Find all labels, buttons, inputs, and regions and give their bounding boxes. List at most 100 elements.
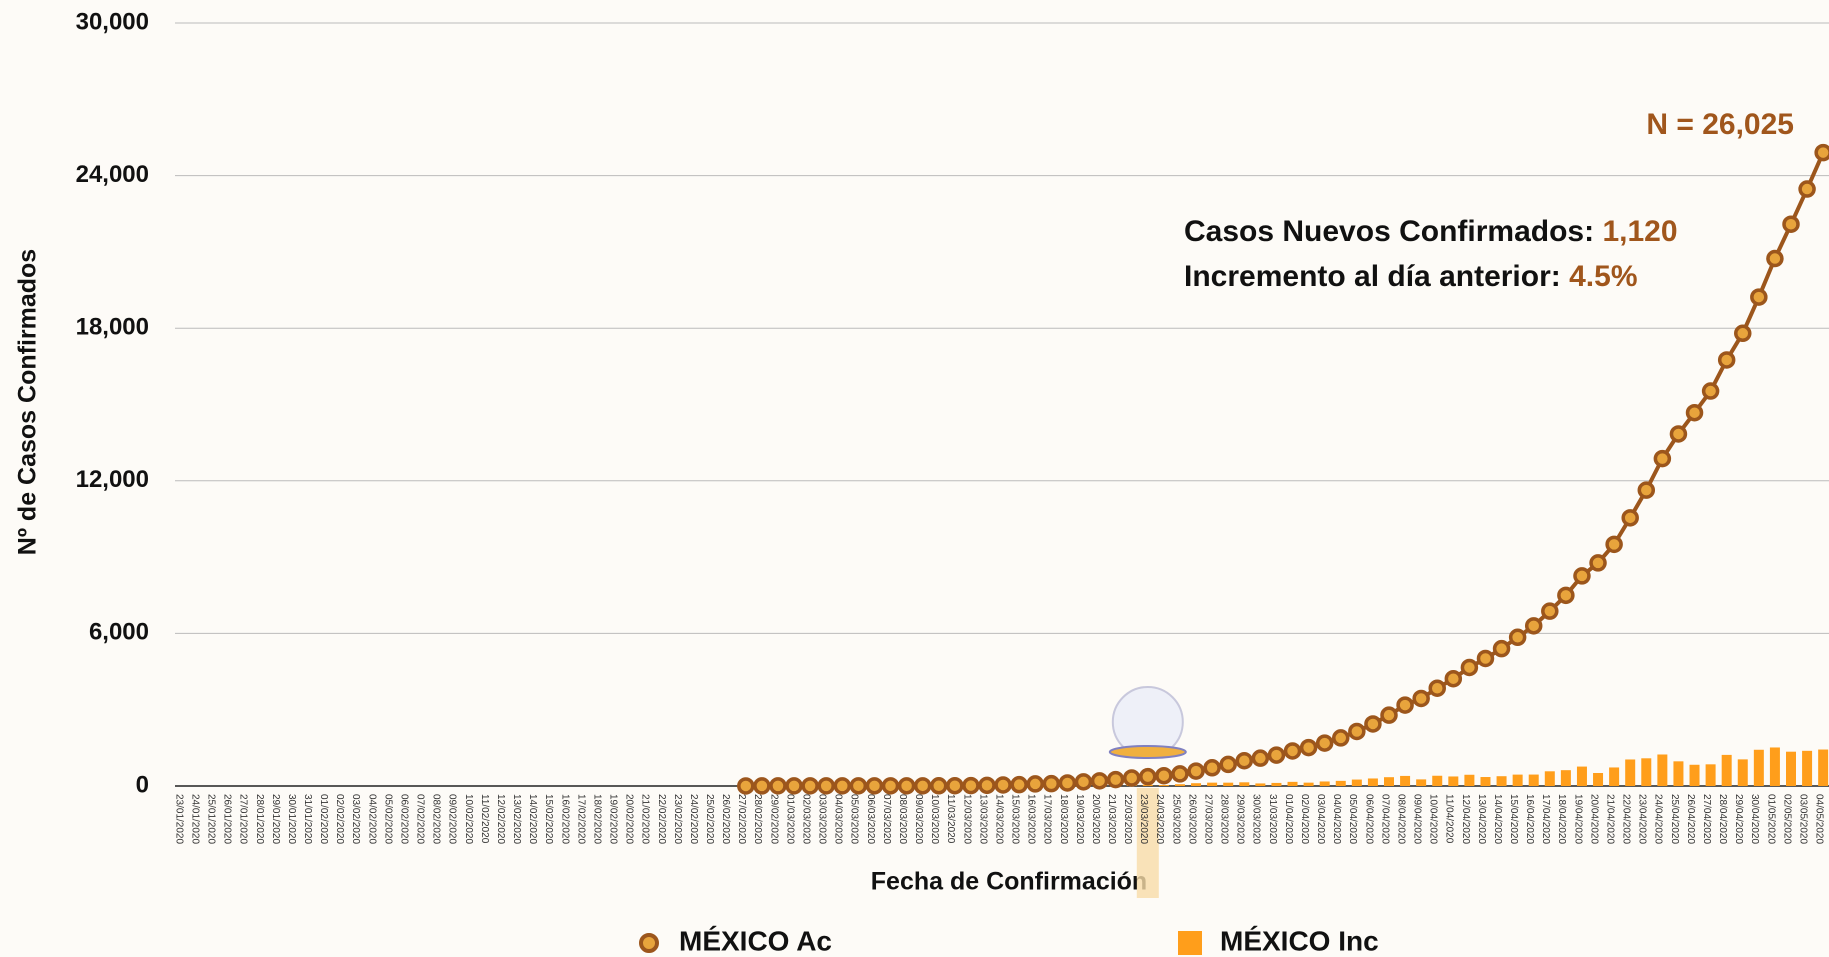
marker bbox=[1766, 249, 1784, 268]
x-tick-label: 02/02/2020 bbox=[334, 794, 345, 844]
x-tick-label: 28/02/2020 bbox=[752, 794, 763, 844]
annotation-value: 4.5% bbox=[1569, 260, 1637, 293]
bar bbox=[1287, 781, 1298, 786]
x-tick-label: 30/03/2020 bbox=[1251, 794, 1262, 844]
x-tick-label: 26/04/2020 bbox=[1685, 794, 1696, 844]
bar bbox=[1721, 754, 1732, 786]
bar bbox=[1769, 747, 1780, 786]
marker bbox=[1492, 639, 1511, 658]
x-tick-label: 27/01/2020 bbox=[238, 794, 249, 844]
x-axis-title: Fecha de Confirmación bbox=[871, 868, 1147, 896]
x-tick-label: 23/03/2020 bbox=[1138, 794, 1149, 844]
bar bbox=[1641, 758, 1652, 786]
bar bbox=[1367, 778, 1378, 786]
x-tick-label: 19/04/2020 bbox=[1572, 794, 1583, 844]
x-tick-label: 24/02/2020 bbox=[688, 794, 699, 844]
annotation-label: Incremento al día anterior: bbox=[1184, 260, 1561, 293]
marker bbox=[1139, 767, 1157, 786]
marker bbox=[817, 777, 835, 795]
marker bbox=[1219, 755, 1237, 774]
highlight-band bbox=[1136, 788, 1159, 898]
marker bbox=[930, 777, 948, 795]
marker bbox=[1235, 751, 1254, 770]
bar bbox=[1207, 782, 1218, 786]
x-tick-label: 01/03/2020 bbox=[784, 794, 795, 844]
marker bbox=[1203, 759, 1221, 777]
x-tick-label: 16/02/2020 bbox=[559, 794, 570, 844]
x-tick-label: 03/04/2020 bbox=[1315, 794, 1326, 844]
marker bbox=[1524, 617, 1543, 635]
x-tick-label: 17/03/2020 bbox=[1042, 794, 1053, 844]
marker bbox=[1476, 649, 1495, 668]
marker bbox=[1058, 774, 1077, 792]
x-tick-label: 22/03/2020 bbox=[1122, 794, 1133, 844]
marker bbox=[1573, 567, 1591, 585]
x-tick-label: 15/04/2020 bbox=[1508, 794, 1519, 844]
bar bbox=[1223, 782, 1234, 786]
x-tick-label: 30/04/2020 bbox=[1749, 794, 1760, 844]
bar bbox=[1544, 771, 1555, 786]
bar bbox=[1609, 767, 1620, 786]
total-annotation: N = 26,025 bbox=[1646, 108, 1794, 141]
x-tick-label: 07/02/2020 bbox=[415, 794, 426, 844]
x-tick-label: 18/04/2020 bbox=[1556, 794, 1567, 844]
x-tick-label: 23/04/2020 bbox=[1637, 794, 1648, 844]
marker bbox=[1508, 628, 1527, 647]
x-tick-label: 08/02/2020 bbox=[431, 794, 442, 844]
marker bbox=[1653, 449, 1672, 468]
bar bbox=[1384, 777, 1394, 786]
x-tick-label: 26/03/2020 bbox=[1186, 794, 1197, 844]
x-tick-label: 06/03/2020 bbox=[865, 794, 876, 844]
x-tick-label: 03/05/2020 bbox=[1797, 794, 1808, 844]
marker bbox=[1717, 351, 1736, 369]
y-tick-label: 24,000 bbox=[76, 161, 149, 188]
marker bbox=[1315, 734, 1334, 752]
marker bbox=[1155, 766, 1173, 785]
x-tick-label: 08/04/2020 bbox=[1395, 794, 1406, 844]
marker bbox=[1171, 765, 1189, 783]
bar bbox=[1802, 750, 1813, 786]
x-tick-label: 12/03/2020 bbox=[961, 794, 972, 844]
legend-label: MÉXICO Inc bbox=[1220, 925, 1379, 956]
x-tick-label: 19/02/2020 bbox=[608, 794, 619, 844]
x-tick-label: 15/02/2020 bbox=[543, 794, 554, 844]
y-axis-title: Nº de Casos Confirmados bbox=[14, 249, 42, 555]
bar bbox=[1705, 764, 1716, 786]
x-tick-label: 04/04/2020 bbox=[1331, 794, 1342, 844]
x-tick-label: 27/04/2020 bbox=[1701, 794, 1712, 844]
bar bbox=[1255, 783, 1266, 786]
marker bbox=[1428, 679, 1446, 697]
x-tick-label: 17/04/2020 bbox=[1540, 794, 1551, 844]
x-tick-label: 20/03/2020 bbox=[1090, 794, 1101, 844]
legend-swatch bbox=[1178, 931, 1202, 955]
bar bbox=[1480, 777, 1491, 786]
x-tick-label: 04/02/2020 bbox=[366, 794, 377, 844]
x-tick-label: 24/01/2020 bbox=[189, 794, 200, 844]
bar bbox=[1271, 782, 1282, 786]
marker bbox=[1348, 722, 1366, 741]
marker bbox=[1444, 669, 1463, 688]
marker bbox=[1396, 696, 1414, 714]
marker bbox=[833, 777, 852, 795]
x-tick-label: 14/04/2020 bbox=[1492, 794, 1503, 844]
marker bbox=[1750, 288, 1768, 306]
x-tick-label: 20/04/2020 bbox=[1588, 794, 1599, 844]
bar bbox=[1464, 774, 1475, 786]
marker bbox=[1122, 769, 1141, 787]
marker bbox=[897, 777, 916, 795]
bar bbox=[1786, 751, 1796, 786]
marker bbox=[1299, 738, 1318, 757]
x-tick-label: 26/01/2020 bbox=[222, 794, 233, 844]
x-tick-label: 29/02/2020 bbox=[768, 794, 779, 844]
marker bbox=[785, 777, 803, 795]
x-tick-label: 04/05/2020 bbox=[1814, 794, 1825, 844]
bar bbox=[1174, 784, 1185, 786]
x-tick-label: 23/01/2020 bbox=[173, 794, 184, 844]
x-tick-label: 30/01/2020 bbox=[286, 794, 297, 844]
x-tick-label: 24/03/2020 bbox=[1154, 794, 1165, 844]
marker bbox=[1074, 773, 1093, 791]
x-tick-label: 09/02/2020 bbox=[447, 794, 458, 844]
marker bbox=[1380, 706, 1398, 724]
x-tick-label: 09/03/2020 bbox=[913, 794, 924, 844]
